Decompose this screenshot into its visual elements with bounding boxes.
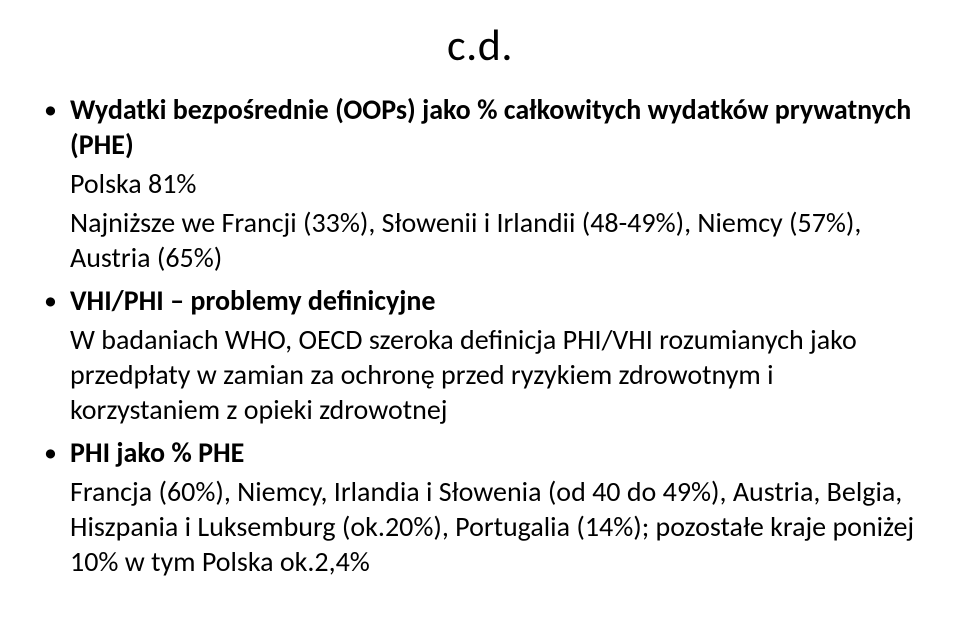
bullet-headline: PHI jako % PHE — [70, 435, 920, 470]
bullet-subline: W badaniach WHO, OECD szeroka definicja … — [70, 322, 920, 427]
bullet-list: Wydatki bezpośrednie (OOPs) jako % całko… — [40, 92, 920, 587]
slide-title: c.d. — [40, 18, 920, 72]
list-item: Wydatki bezpośrednie (OOPs) jako % całko… — [40, 92, 920, 275]
bullet-headline: VHI/PHI – problemy definicyjne — [70, 283, 920, 318]
slide: c.d. Wydatki bezpośrednie (OOPs) jako % … — [0, 0, 960, 630]
list-item: VHI/PHI – problemy definicyjne W badania… — [40, 283, 920, 427]
bullet-subline: Polska 81% — [70, 166, 920, 201]
bullet-headline: Wydatki bezpośrednie (OOPs) jako % całko… — [70, 92, 920, 162]
list-item: PHI jako % PHE Francja (60%), Niemcy, Ir… — [40, 435, 920, 579]
bullet-subline: Francja (60%), Niemcy, Irlandia i Słowen… — [70, 474, 920, 579]
bullet-subline: Najniższe we Francji (33%), Słowenii i I… — [70, 205, 920, 275]
